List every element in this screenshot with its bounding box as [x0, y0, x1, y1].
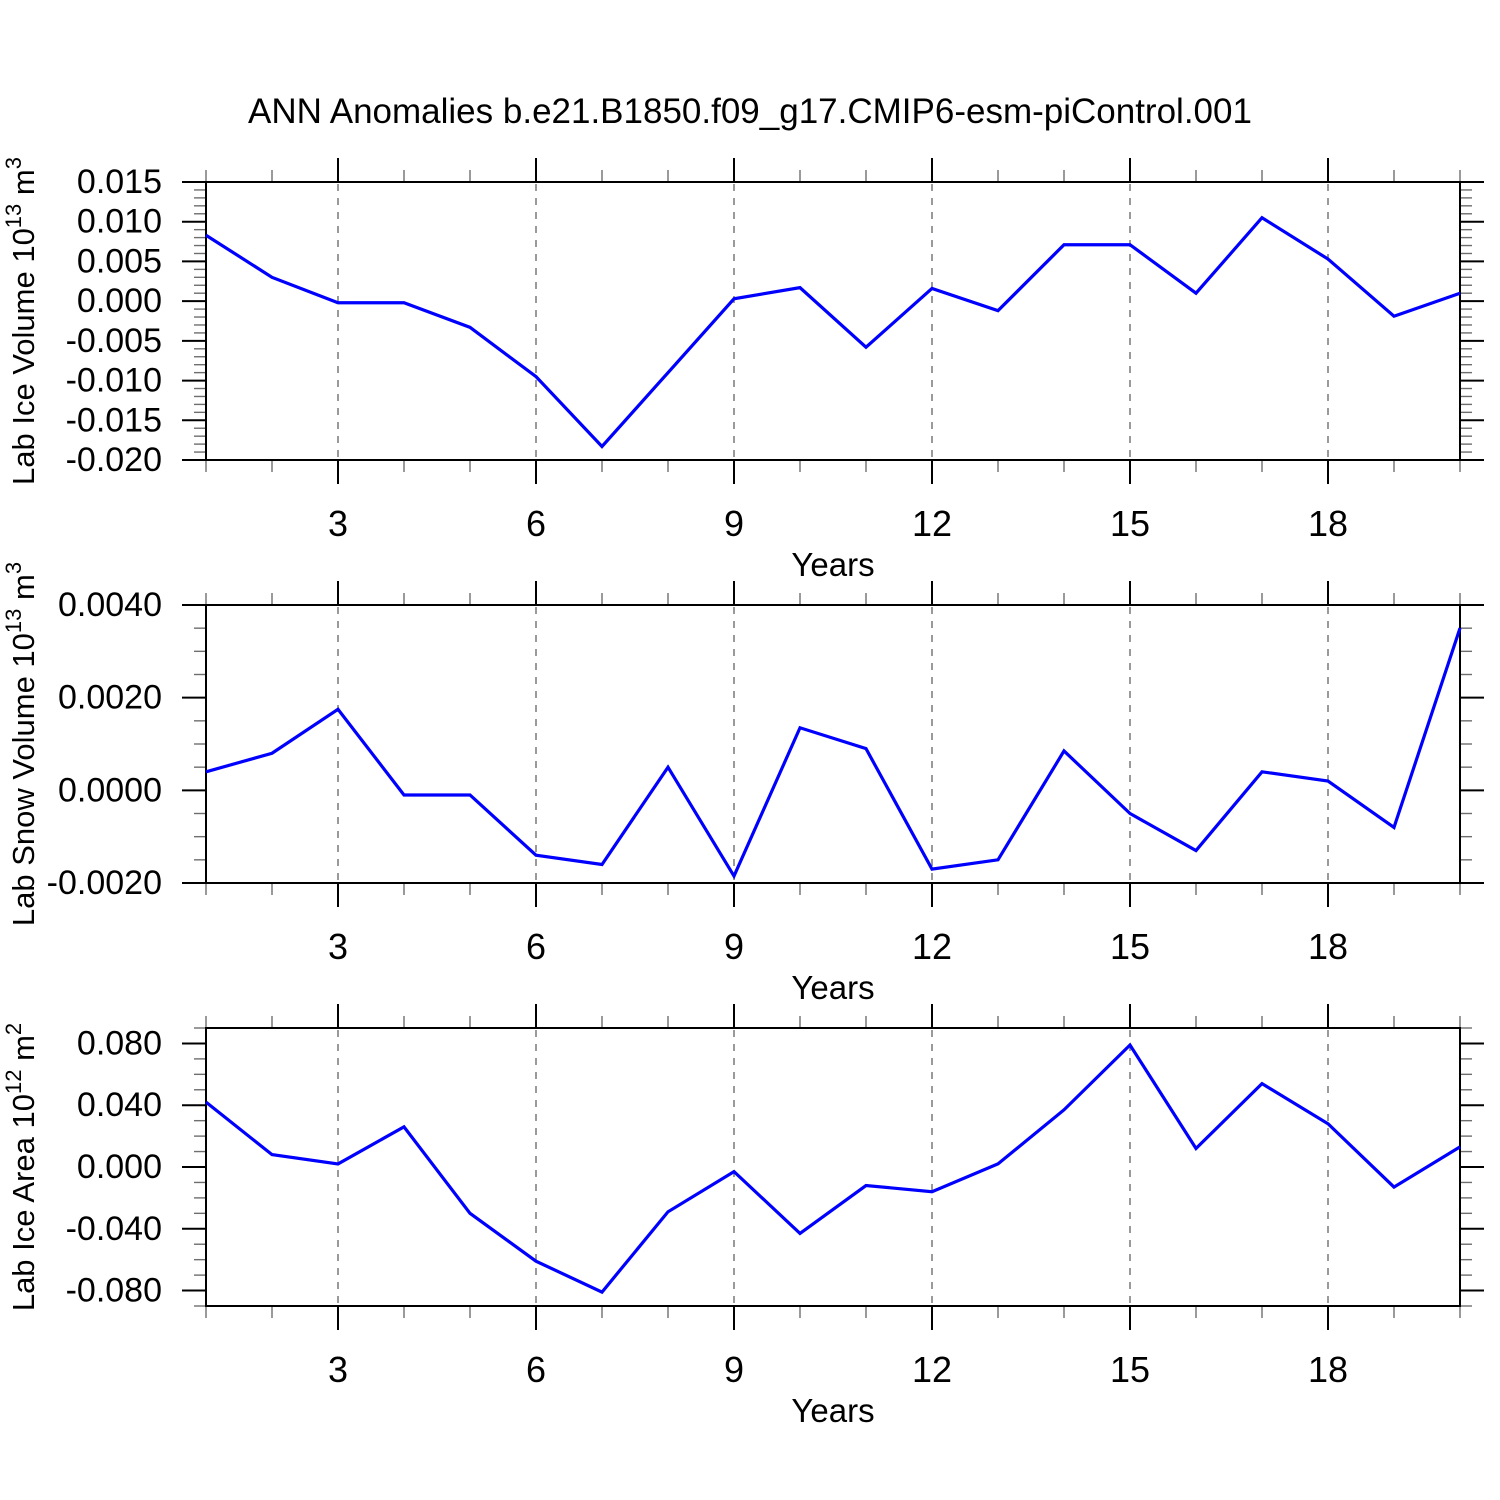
x-tick-label: 9: [724, 926, 744, 967]
y-axis-title: Lab Ice Area 1012 m2: [1, 1023, 41, 1311]
y-tick-label: -0.080: [66, 1272, 162, 1310]
x-tick-label: 18: [1308, 503, 1348, 544]
panel-3: 0.080 0.040 0.000 -0.040 -0.080 3 6 9 12 15 18 Year…: [1, 1004, 1484, 1429]
x-tick-label: 3: [328, 1349, 348, 1390]
y-tick-label: 0.000: [77, 282, 162, 320]
x-axis-title: Years: [791, 546, 874, 583]
series-line: [205, 215, 1461, 449]
x-tick-label: 9: [724, 503, 744, 544]
x-tick-label: 15: [1110, 1349, 1150, 1390]
y-axis-title: Lab Snow Volume 1013 m3: [1, 562, 41, 926]
x-tick-label: 6: [526, 1349, 546, 1390]
panel-frame: [205, 604, 1461, 884]
x-tick-label: 12: [912, 926, 952, 967]
x-tick-label: 3: [328, 926, 348, 967]
y-tick-label: 0.0040: [58, 586, 162, 624]
y-tick-label: 0.010: [77, 203, 162, 241]
series-line: [205, 627, 1462, 880]
x-axis-title: Years: [791, 1392, 874, 1429]
y-tick-label: 0.005: [77, 242, 162, 280]
x-tick-label: 6: [526, 503, 546, 544]
x-tick-label: 6: [526, 926, 546, 967]
chart-title: ANN Anomalies b.e21.B1850.f09_g17.CMIP6-…: [248, 92, 1252, 131]
y-tick-label: 0.000: [77, 1148, 162, 1186]
x-tick-label: 18: [1308, 926, 1348, 967]
y-tick-label: 0.0000: [58, 771, 162, 809]
x-tick-label: 12: [912, 503, 952, 544]
panel-frame: [205, 181, 1461, 461]
y-tick-label: 0.080: [77, 1024, 162, 1062]
x-tick-label: 3: [328, 503, 348, 544]
y-tick-label: -0.015: [66, 401, 162, 439]
x-tick-label: 12: [912, 1349, 952, 1390]
x-tick-label: 15: [1110, 926, 1150, 967]
y-tick-label: 0.015: [77, 163, 162, 201]
y-tick-label: -0.005: [66, 322, 162, 360]
x-tick-label: 15: [1110, 503, 1150, 544]
y-tick-label: 0.040: [77, 1086, 162, 1124]
panel-frame: [205, 1027, 1461, 1307]
x-axis-title: Years: [791, 969, 874, 1006]
y-tick-label: -0.020: [66, 441, 162, 479]
series-line: [205, 1042, 1461, 1295]
y-tick-label: -0.040: [66, 1210, 162, 1248]
y-tick-label: -0.0020: [47, 864, 162, 902]
y-tick-label: -0.010: [66, 362, 162, 400]
y-axis-title: Lab Ice Volume 1013 m3: [1, 157, 41, 485]
y-tick-label: 0.0020: [58, 679, 162, 717]
x-tick-label: 18: [1308, 1349, 1348, 1390]
panel-1: 0.0150.0100.0050.000-0.005-0.010-0.015-0…: [1, 157, 1484, 583]
panel-2: 0.0040 0.0020 0.0000 -0.0020 3 6 9 12 15 18 Years L…: [1, 562, 1484, 1006]
x-tick-label: 9: [724, 1349, 744, 1390]
